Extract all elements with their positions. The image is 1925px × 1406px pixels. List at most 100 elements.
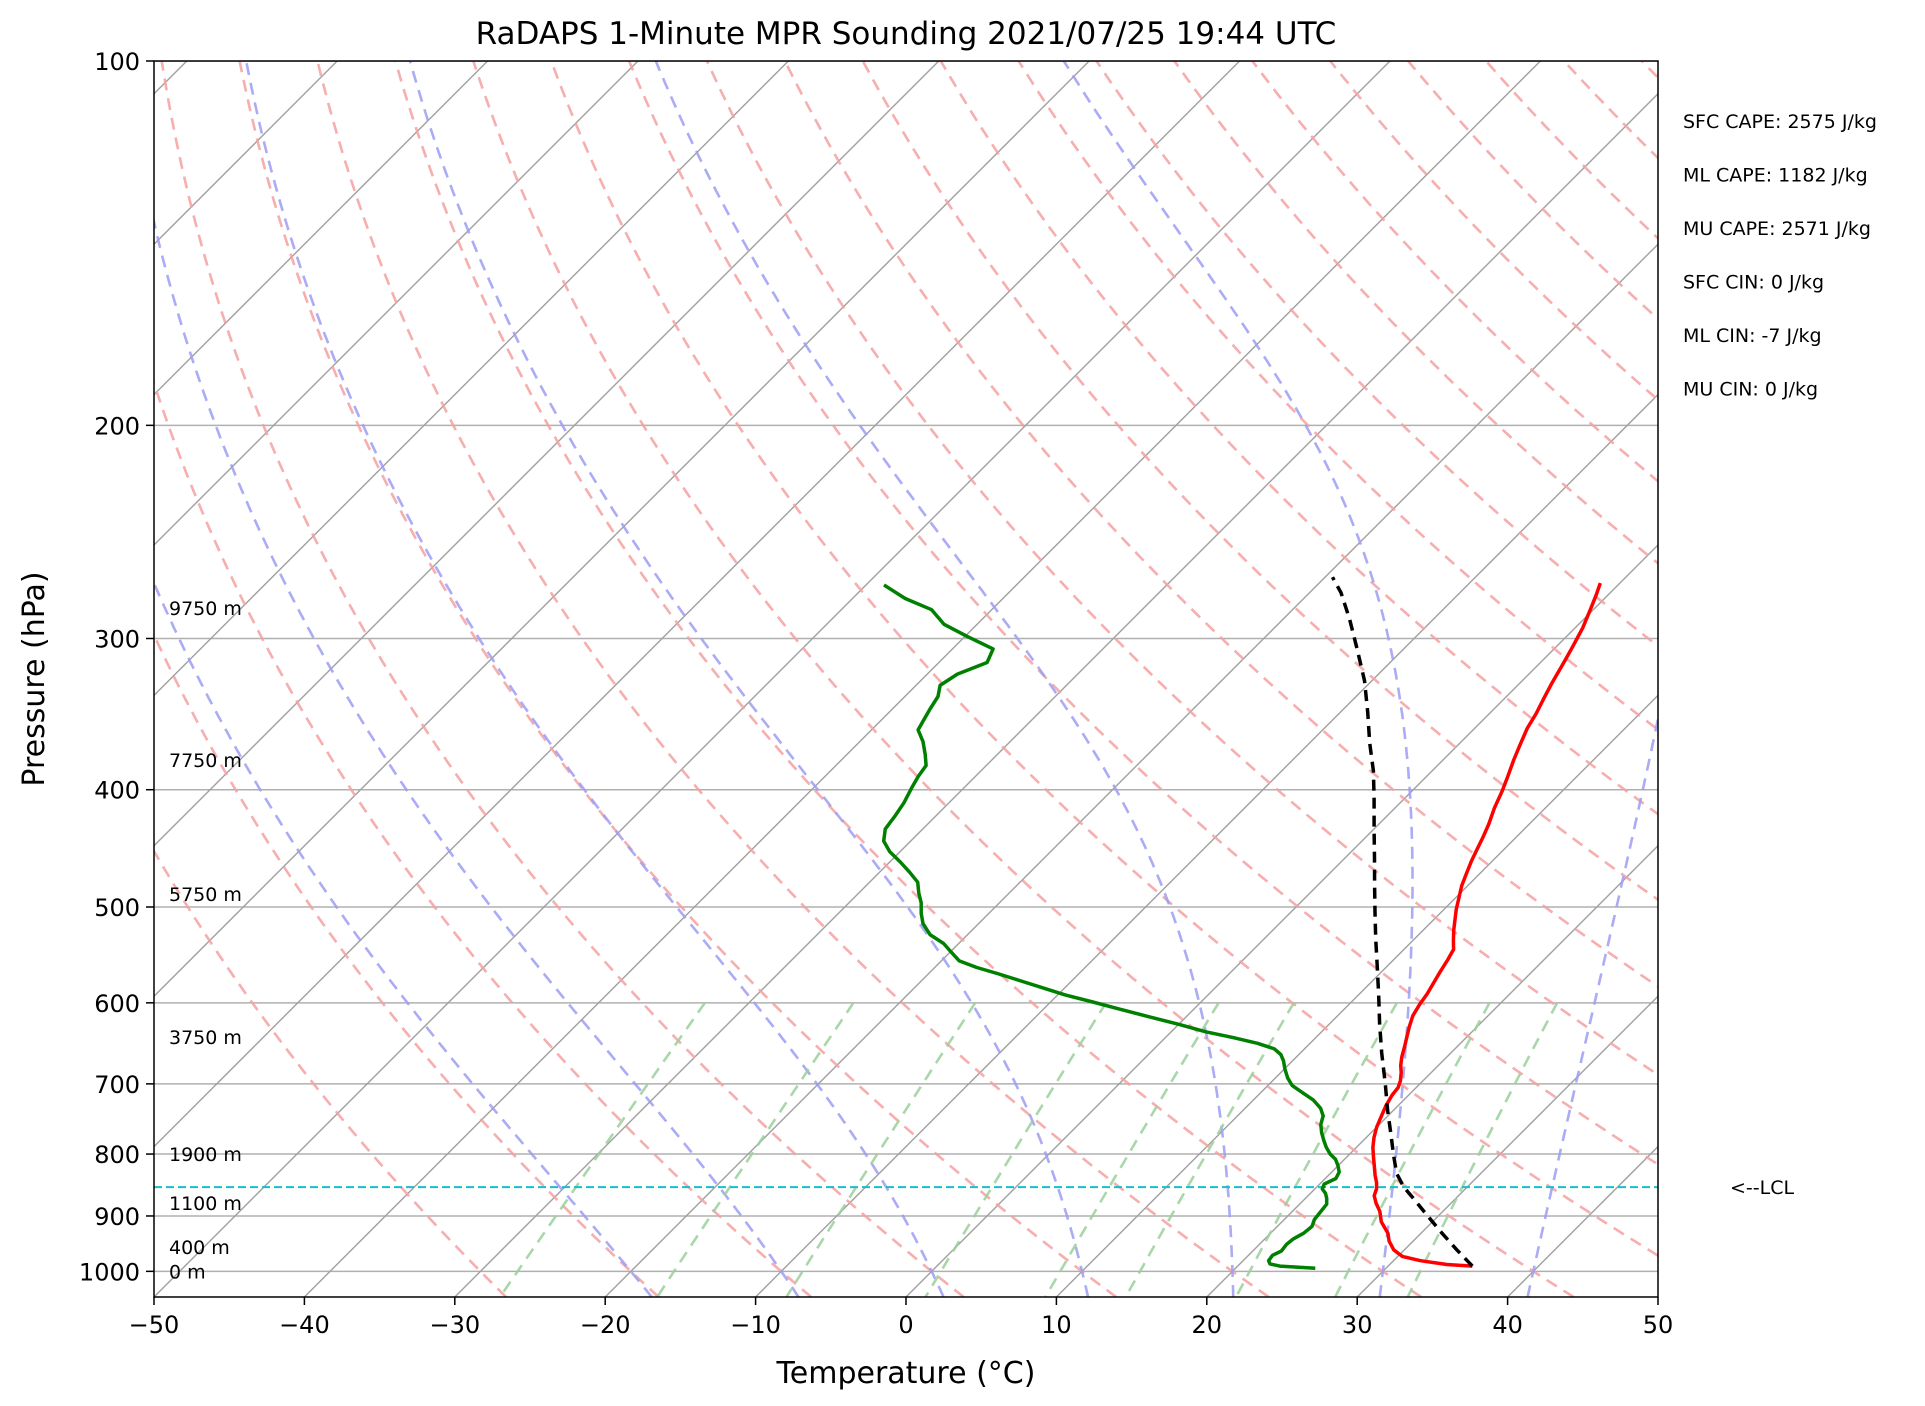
moist-adiabat-line xyxy=(244,61,945,1297)
temperature-profile xyxy=(1371,582,1602,1268)
height-label: 1100 m xyxy=(169,1193,242,1215)
x-tick-label: −50 xyxy=(129,1311,180,1339)
stability-annotation: MU CIN: 0 J/kg xyxy=(1683,379,1818,401)
parcel-profile xyxy=(1330,576,1474,1268)
moist-adiabat-line xyxy=(1062,61,1414,1297)
y-tick-label: 600 xyxy=(94,990,140,1018)
isotherm-line xyxy=(1356,995,1658,1297)
y-tick-label: 100 xyxy=(94,48,140,76)
dry-adiabat-line xyxy=(316,61,1270,1297)
mixing-ratio-line xyxy=(1334,1002,1491,1297)
dry-adiabat-line xyxy=(627,61,1658,1166)
isotherm-line xyxy=(905,544,1658,1297)
x-tick-label: 30 xyxy=(1342,1311,1373,1339)
dry-adiabat-line xyxy=(705,61,1658,1077)
dry-adiabat-line xyxy=(154,848,508,1297)
dry-adiabat-line xyxy=(1095,61,1658,648)
y-axis-label: Pressure (hPa) xyxy=(17,571,52,786)
x-tick-label: −40 xyxy=(279,1311,330,1339)
isotherm-line xyxy=(454,92,1658,1297)
y-tick-label: 500 xyxy=(94,894,140,922)
moist-adiabat-line xyxy=(1677,61,1925,1297)
dry-adiabat-line xyxy=(1017,61,1658,732)
height-label: 7750 m xyxy=(169,750,242,772)
isotherm-line xyxy=(154,61,639,546)
height-label: 0 m xyxy=(169,1261,206,1283)
background-lines xyxy=(154,61,1925,1297)
x-tick-label: 20 xyxy=(1192,1311,1223,1339)
dry-adiabat-line xyxy=(238,61,1117,1297)
x-tick-label: −20 xyxy=(580,1311,631,1339)
dewpoint-profile xyxy=(881,583,1341,1270)
dry-adiabat-line xyxy=(154,379,813,1297)
isotherm-line xyxy=(154,61,940,847)
y-tick-label: 900 xyxy=(94,1203,140,1231)
dry-adiabat-line xyxy=(394,61,1422,1297)
y-tick-label: 300 xyxy=(94,625,140,653)
height-label: 400 m xyxy=(169,1237,230,1259)
moist-adiabat-line xyxy=(154,216,800,1297)
dry-adiabat-line xyxy=(472,61,1575,1297)
stability-annotation: MU CAPE: 2571 J/kg xyxy=(1683,218,1871,240)
moist-adiabat-line xyxy=(154,579,653,1297)
isotherm-line xyxy=(154,61,1391,1297)
dry-adiabat-line xyxy=(160,61,965,1297)
height-label: 5750 m xyxy=(169,884,242,906)
chart-title: RaDAPS 1-Minute MPR Sounding 2021/07/25 … xyxy=(476,16,1337,52)
isotherm-line xyxy=(303,61,1541,1297)
y-tick-label: 200 xyxy=(94,412,140,440)
stability-annotation: SFC CIN: 0 J/kg xyxy=(1683,272,1824,294)
moist-adiabat-line xyxy=(408,61,1090,1297)
isotherm-line xyxy=(604,243,1658,1297)
y-tick-label: 1000 xyxy=(79,1258,140,1286)
moist-adiabat-line xyxy=(1526,712,1658,1297)
x-tick-label: −30 xyxy=(429,1311,480,1339)
dry-adiabat-line xyxy=(1251,61,1658,483)
stability-annotation: SFC CAPE: 2575 J/kg xyxy=(1683,111,1877,133)
height-label: 3750 m xyxy=(169,1027,242,1049)
dry-adiabat-line xyxy=(783,61,1658,989)
dry-adiabat-line xyxy=(1562,61,1658,160)
isotherm-line xyxy=(1206,844,1658,1297)
mixing-ratio-line xyxy=(656,1002,855,1297)
isotherm-line xyxy=(1055,694,1658,1297)
x-tick-label: 40 xyxy=(1492,1311,1523,1339)
lcl-label: <--LCL xyxy=(1730,1177,1794,1199)
isotherm-line xyxy=(154,61,789,697)
dry-adiabat-line xyxy=(1640,61,1658,80)
axis-ticks: −50 −40 −30 −20 −10 0 10 20 30 40 50 100 200 300 400 50… xyxy=(79,48,1673,1339)
dry-adiabat-line xyxy=(1329,61,1658,402)
x-tick-label: −10 xyxy=(730,1311,781,1339)
y-tick-label: 400 xyxy=(94,777,140,805)
sounding-profiles xyxy=(154,576,1658,1270)
y-tick-label: 800 xyxy=(94,1141,140,1169)
mixing-ratio-line xyxy=(1406,1002,1559,1297)
dry-adiabat-line xyxy=(1720,61,1925,1297)
x-axis-label: Temperature (°C) xyxy=(776,1356,1036,1391)
dry-adiabat-line xyxy=(1485,61,1658,241)
stability-annotation: ML CAPE: 1182 J/kg xyxy=(1683,165,1868,187)
mixing-ratio-line xyxy=(785,1002,977,1297)
stability-annotation: ML CIN: -7 J/kg xyxy=(1683,325,1822,347)
isotherm-line xyxy=(154,61,1090,998)
dry-adiabat-line xyxy=(1173,61,1658,565)
mixing-ratio-line xyxy=(1234,1002,1399,1297)
y-tick-label: 700 xyxy=(94,1071,140,1099)
isotherm-line xyxy=(154,61,489,396)
x-tick-label: 10 xyxy=(1041,1311,1072,1339)
height-label: 1900 m xyxy=(169,1144,242,1166)
dry-adiabat-line xyxy=(861,61,1658,902)
mixing-ratio-line xyxy=(1124,1002,1295,1297)
isotherm-line xyxy=(1657,1296,1658,1297)
height-label: 9750 m xyxy=(169,598,242,620)
x-tick-label: 50 xyxy=(1643,1311,1674,1339)
isotherm-line xyxy=(154,61,1241,1148)
dry-adiabat-line xyxy=(1407,61,1658,321)
x-tick-label: 0 xyxy=(898,1311,913,1339)
dry-adiabat-line xyxy=(154,632,660,1297)
isotherm-line xyxy=(755,393,1658,1297)
moist-adiabat-line xyxy=(654,61,1235,1297)
dry-adiabat-line xyxy=(549,61,1658,1258)
